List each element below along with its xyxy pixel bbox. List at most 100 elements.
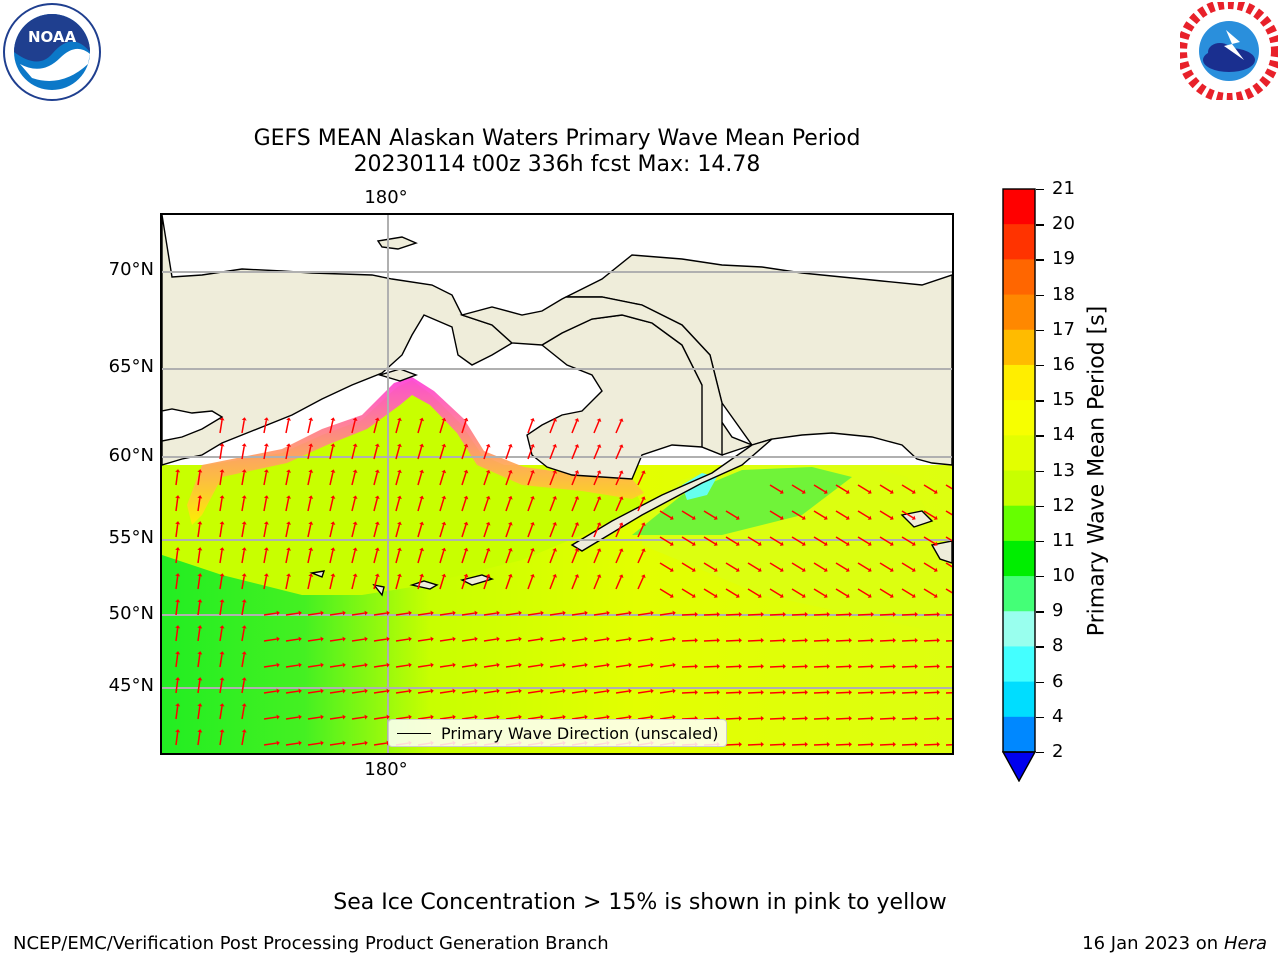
wave-arrow-head bbox=[801, 567, 806, 572]
wave-arrow bbox=[263, 550, 268, 564]
wave-arrow-head bbox=[276, 688, 280, 694]
wave-arrow-head bbox=[352, 521, 358, 525]
wave-arrow bbox=[241, 498, 245, 512]
wave-arrow-head bbox=[286, 547, 292, 551]
wave-arrow bbox=[879, 613, 894, 616]
wave-arrow-head bbox=[397, 495, 402, 500]
wave-arrow-head bbox=[374, 417, 380, 422]
wave-arrow bbox=[373, 524, 379, 538]
wave-arrow-head bbox=[330, 495, 336, 499]
wave-arrow-head bbox=[628, 714, 632, 720]
wave-arrow-head bbox=[562, 610, 566, 616]
wave-arrow-head bbox=[574, 522, 580, 526]
wave-arrow bbox=[527, 498, 534, 512]
wave-arrow bbox=[263, 420, 268, 434]
wave-arrow bbox=[285, 742, 299, 746]
wave-arrow-head bbox=[552, 470, 557, 474]
wave-arrow bbox=[527, 664, 541, 668]
wave-arrow bbox=[615, 690, 629, 694]
wave-arrow bbox=[439, 524, 445, 538]
wave-arrow-head bbox=[716, 663, 720, 669]
wave-arrow bbox=[329, 446, 334, 460]
wave-arrow bbox=[615, 638, 629, 642]
wave-arrow bbox=[857, 536, 870, 545]
wave-arrow-head bbox=[716, 689, 720, 695]
wave-arrow bbox=[329, 498, 334, 512]
wave-arrow-head bbox=[669, 541, 674, 546]
wave-arrow-head bbox=[801, 489, 806, 494]
lon-label-bottom: 180° bbox=[364, 759, 408, 780]
wave-arrow bbox=[307, 420, 312, 434]
wave-arrow bbox=[549, 612, 563, 616]
wave-arrow bbox=[505, 524, 512, 538]
wave-arrow bbox=[329, 420, 334, 434]
wave-arrow-head bbox=[397, 573, 402, 578]
wave-arrow-head bbox=[691, 567, 696, 572]
wave-arrow-head bbox=[197, 677, 203, 681]
wave-direction-arrows bbox=[175, 417, 952, 747]
wave-arrow bbox=[307, 550, 312, 564]
wave-arrow-head bbox=[330, 547, 336, 551]
wave-arrow bbox=[351, 690, 365, 694]
wave-arrow-head bbox=[552, 444, 557, 448]
wave-arrow-head bbox=[175, 677, 181, 681]
wave-arrow bbox=[483, 638, 497, 642]
wave-arrow-head bbox=[175, 547, 181, 551]
wave-arrow bbox=[901, 717, 916, 720]
wave-arrow-head bbox=[197, 547, 203, 551]
wave-arrow-head bbox=[219, 495, 225, 499]
wave-arrow-head bbox=[606, 636, 610, 642]
wave-arrow bbox=[417, 638, 431, 642]
wave-arrow bbox=[945, 665, 952, 668]
wave-arrow-head bbox=[397, 547, 402, 552]
wave-arrow-head bbox=[330, 521, 336, 525]
wave-arrow-head bbox=[263, 469, 269, 473]
colorbar-tick-mark bbox=[1036, 646, 1044, 648]
wave-arrow bbox=[395, 472, 401, 486]
national-weather-service-logo bbox=[1180, 2, 1278, 100]
wave-arrow-head bbox=[596, 418, 602, 422]
wave-arrow-head bbox=[826, 715, 830, 721]
wave-arrow bbox=[285, 446, 290, 460]
wave-arrow-head bbox=[430, 714, 434, 720]
wave-arrow-head bbox=[936, 663, 940, 669]
wave-arrow-head bbox=[342, 636, 346, 642]
wave-arrow bbox=[615, 664, 629, 668]
wave-arrow bbox=[769, 613, 784, 616]
wave-arrow-head bbox=[641, 548, 646, 553]
colorbar bbox=[1002, 188, 1036, 782]
wave-arrow bbox=[615, 524, 622, 538]
wave-arrow bbox=[835, 639, 850, 642]
wave-arrow-head bbox=[276, 740, 280, 746]
wave-arrow bbox=[373, 716, 387, 720]
wave-arrow-head bbox=[175, 703, 181, 707]
wave-arrow-head bbox=[716, 611, 720, 617]
wave-arrow bbox=[219, 550, 223, 564]
wave-arrow-head bbox=[342, 740, 346, 746]
wave-arrow bbox=[197, 524, 201, 538]
wave-arrow-head bbox=[320, 636, 324, 642]
wave-arrow-head bbox=[397, 521, 402, 526]
wave-arrow bbox=[659, 588, 672, 597]
wave-arrow bbox=[571, 716, 585, 720]
wave-arrow-head bbox=[530, 443, 535, 448]
wave-arrow-head bbox=[867, 515, 872, 520]
wave-arrow-head bbox=[374, 443, 380, 448]
wave-arrow bbox=[813, 536, 826, 545]
wave-arrow bbox=[351, 638, 365, 642]
wave-arrow-head bbox=[298, 610, 302, 616]
wave-arrow-head bbox=[463, 443, 469, 448]
wave-arrow bbox=[549, 638, 563, 642]
wave-arrow bbox=[483, 612, 497, 616]
wave-arrow-head bbox=[574, 574, 580, 578]
wave-arrow-head bbox=[320, 740, 324, 746]
wave-arrow-head bbox=[197, 625, 203, 629]
lat-label-50: 50°N bbox=[108, 603, 154, 624]
wave-arrow-head bbox=[530, 547, 535, 552]
wave-arrow-head bbox=[804, 741, 808, 747]
wave-arrow bbox=[813, 691, 828, 694]
wave-arrow-head bbox=[735, 541, 740, 546]
wave-arrow bbox=[813, 717, 828, 720]
wave-arrow-head bbox=[870, 611, 874, 617]
wave-arrow bbox=[791, 717, 806, 720]
